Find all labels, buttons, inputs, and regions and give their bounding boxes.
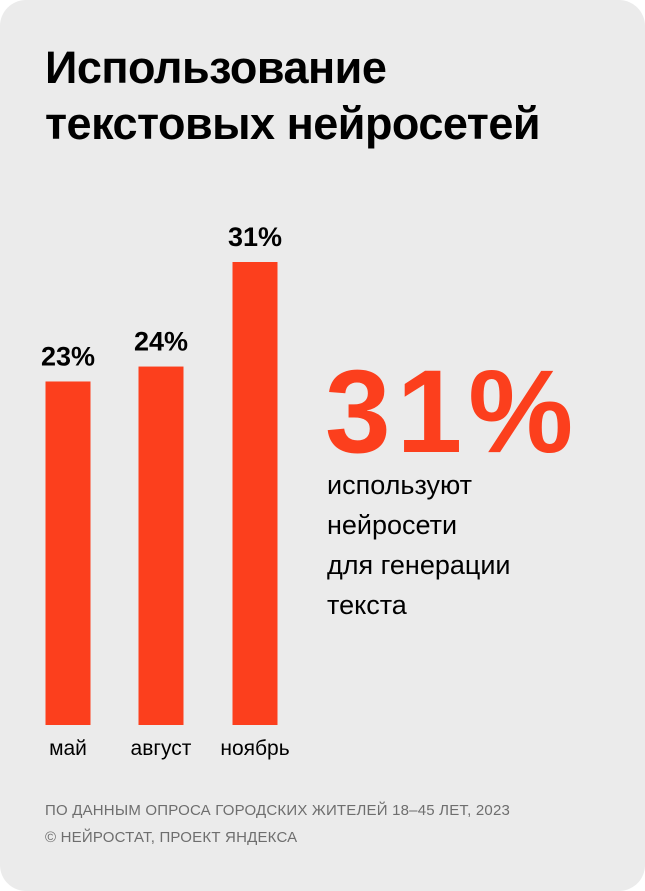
highlight-value: 31% (325, 346, 580, 478)
source-line: ПО ДАННЫМ ОПРОСА ГОРОДСКИХ ЖИТЕЛЕЙ 18–45… (45, 802, 511, 819)
bar-ноябрь (232, 262, 278, 725)
bar-value-label: 31% (228, 222, 282, 252)
highlight-caption-line-1: используют (327, 470, 473, 500)
category-label: ноябрь (220, 737, 289, 760)
category-label: май (49, 737, 87, 760)
bar-value-label: 23% (41, 341, 95, 371)
title-line-1: Использование (45, 42, 387, 93)
highlight-caption-line-2: нейросети (327, 510, 458, 540)
highlight-caption-line-4: текста (327, 590, 407, 620)
bar-август (138, 366, 184, 725)
highlight-caption: используют нейросети для генерации текст… (327, 465, 627, 625)
source-footer: ПО ДАННЫМ ОПРОСА ГОРОДСКИХ ЖИТЕЛЕЙ 18–45… (45, 797, 615, 851)
copyright-line: © НЕЙРОСТАТ, ПРОЕКТ ЯНДЕКСА (45, 829, 298, 846)
chart-title: Использование текстовых нейросетей (45, 40, 615, 152)
bar-value-label: 24% (134, 327, 188, 357)
bar-май (45, 381, 91, 725)
title-line-2: текстовых нейросетей (45, 98, 541, 149)
highlight-caption-line-3: для генерации (327, 550, 511, 580)
category-label: август (131, 737, 192, 760)
